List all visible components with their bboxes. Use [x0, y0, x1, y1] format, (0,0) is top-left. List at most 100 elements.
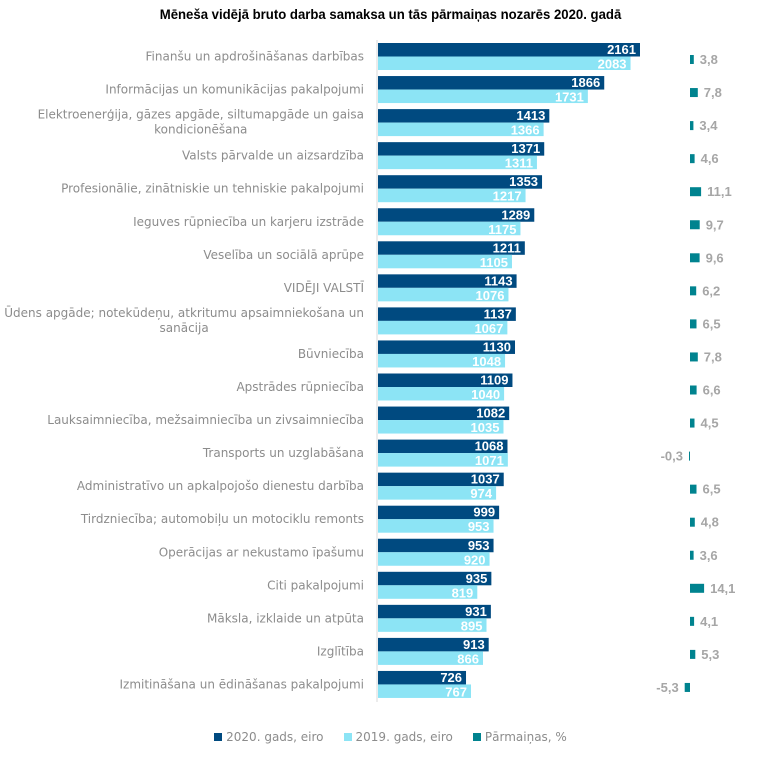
category-label-line: Administratīvo un apkalpojošo dienestu d…	[77, 479, 364, 493]
data-label-change: 6,5	[703, 316, 721, 331]
bar-2020	[378, 274, 517, 288]
data-label-change: 7,8	[704, 85, 722, 100]
data-label-2020: 1866	[571, 75, 600, 90]
data-label-change: 6,6	[703, 383, 721, 398]
data-label-2020: 935	[466, 571, 488, 586]
legend-swatch-2020	[214, 733, 223, 741]
bar-2019	[378, 122, 544, 137]
bar-change	[690, 583, 705, 593]
data-label-change: -0,3	[661, 449, 683, 464]
data-label-2019: 953	[468, 519, 490, 534]
data-label-2020: 931	[465, 604, 487, 619]
data-label-2020: 726	[440, 670, 462, 685]
data-label-2019: 767	[445, 684, 467, 699]
data-label-2019: 1048	[472, 354, 501, 369]
category-label: Veselība un sociālā aprūpe	[203, 248, 364, 262]
category-label-line: Tirdzniecība; automobiļu un motociklu re…	[80, 512, 364, 526]
category-label: Informācijas un komunikācijas pakalpojum…	[105, 83, 364, 97]
category-label: Būvniecība	[298, 347, 364, 361]
series-2019-bars: 2083 1731 1366 1311 1217 1175 1105 1076 1067 1048…	[378, 56, 631, 699]
bar-change	[690, 517, 695, 527]
category-label: VIDĒJI VALSTĪ	[284, 281, 365, 295]
category-label: Citi pakalpojumi	[267, 578, 364, 592]
data-label-change: 6,5	[703, 482, 721, 497]
bar-2020	[378, 142, 545, 156]
series-change-bars: 3,8 7,8 3,4 4,6 11,1 9,7 9,6 6,2 6,5 7,8 6,6 4,5 -0,…	[656, 52, 735, 695]
bar-change	[690, 484, 697, 494]
category-label-line: sanācija	[160, 321, 209, 335]
data-label-2019: 1105	[480, 255, 508, 270]
legend-label-change: Pārmaiņas, %	[484, 730, 567, 744]
data-label-2020: 1037	[471, 472, 500, 487]
legend-item-2019: 2019. gads, eiro	[343, 730, 453, 744]
bar-2020	[378, 406, 510, 421]
category-label-line: Citi pakalpojumi	[267, 578, 364, 592]
data-label-2019: 866	[457, 651, 479, 666]
bar-2019	[378, 155, 537, 170]
bar-2020	[378, 571, 492, 586]
data-label-change: 4,1	[700, 614, 718, 629]
legend-item-2020: 2020. gads, eiro	[214, 730, 324, 744]
data-label-2020: 913	[463, 637, 485, 652]
data-label-2020: 1413	[516, 108, 545, 123]
legend-label-2019: 2019. gads, eiro	[355, 730, 453, 744]
data-label-change: -5,3	[656, 680, 678, 695]
category-label-line: Informācijas un komunikācijas pakalpojum…	[105, 83, 364, 97]
data-label-2020: 1289	[501, 207, 530, 222]
category-label-line: Būvniecība	[298, 347, 364, 361]
data-label-2019: 974	[470, 486, 492, 501]
bar-2020	[378, 505, 500, 520]
data-label-2020: 953	[468, 538, 490, 553]
category-label: Operācijas ar nekustamo īpašumu	[159, 545, 364, 559]
bar-change	[690, 418, 695, 428]
category-label: Elektroenerģija, gāzes apgāde, siltumapg…	[38, 108, 364, 137]
data-label-2019: 1076	[476, 288, 505, 303]
bar-2019	[378, 552, 490, 566]
category-label: Ūdens apgāde; notekūdeņu, atkritumu apsa…	[4, 306, 364, 335]
category-labels: Finanšu un apdrošināšanas darbības Inform…	[4, 50, 364, 692]
bar-2020	[378, 670, 467, 685]
bar-2020	[378, 109, 550, 123]
bar-2020	[378, 637, 489, 652]
data-label-2019: 1035	[471, 420, 500, 435]
data-label-change: 4,8	[701, 515, 719, 530]
data-label-change: 3,6	[700, 548, 718, 563]
data-label-2020: 1137	[484, 306, 512, 321]
bar-2019	[378, 420, 504, 434]
data-label-2019: 1311	[505, 156, 533, 171]
data-label-2020: 1109	[480, 373, 508, 388]
data-label-2019: 1071	[475, 453, 504, 468]
bar-change	[690, 154, 695, 164]
data-label-2019: 1040	[471, 387, 500, 402]
bar-2020	[378, 208, 535, 222]
bar-2020	[378, 307, 516, 321]
bar-change	[690, 319, 697, 329]
category-label: Ieguves rūpniecība un karjeru izstrāde	[133, 215, 364, 229]
chart-title: Mēneša vidējā bruto darba samaksa un tās…	[159, 6, 622, 22]
category-label-line: Ūdens apgāde; notekūdeņu, atkritumu apsa…	[4, 306, 364, 320]
category-label: Tirdzniecība; automobiļu un motociklu re…	[80, 512, 364, 526]
bar-2019	[378, 519, 494, 533]
bar-2019	[378, 221, 521, 236]
bar-2020	[378, 76, 605, 90]
category-label: Izmitināšana un ēdināšanas pakalpojumi	[119, 677, 364, 691]
data-label-2020: 1130	[483, 339, 511, 354]
bar-2019	[378, 486, 497, 500]
data-label-2020: 1082	[476, 406, 505, 421]
data-label-change: 7,8	[704, 349, 722, 364]
bar-2020	[378, 439, 508, 454]
category-label: Administratīvo un apkalpojošo dienestu d…	[77, 479, 364, 493]
bar-2019	[378, 684, 471, 698]
legend-swatch-change	[472, 733, 481, 741]
bar-2019	[378, 320, 508, 335]
legend-item-change: Pārmaiņas, %	[472, 730, 567, 744]
bar-2019	[378, 387, 505, 401]
data-label-2020: 1143	[484, 273, 512, 288]
bar-2020	[378, 241, 525, 255]
data-label-change: 6,2	[702, 283, 720, 298]
category-label-line: Ieguves rūpniecība un karjeru izstrāde	[133, 215, 364, 229]
category-label-line: Profesionālie, zinātniskie un tehniskie …	[61, 182, 364, 196]
bar-2020	[378, 175, 543, 189]
bar-change	[690, 220, 700, 230]
data-label-2020: 2161	[607, 42, 636, 57]
